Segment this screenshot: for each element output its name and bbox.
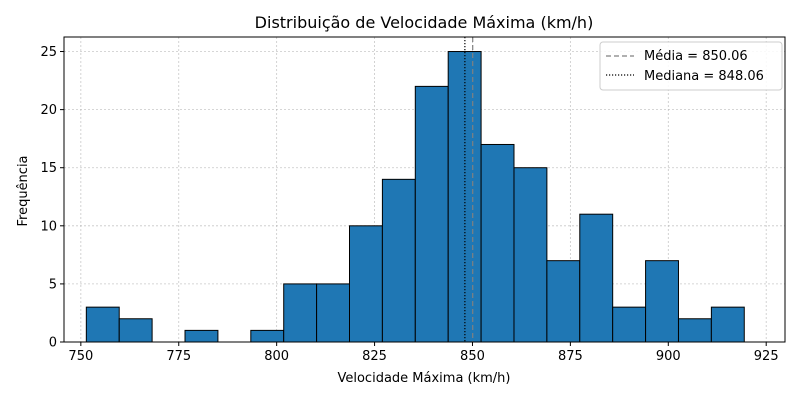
y-axis-label: Frequência [16, 155, 31, 226]
histogram-bar [250, 329, 285, 343]
y-tick-label: 25 [40, 45, 57, 60]
x-tick-label: 900 [656, 349, 681, 364]
plot-frame [63, 36, 786, 343]
histogram-bar [283, 283, 318, 343]
y-tick-label: 15 [40, 161, 57, 176]
legend-median-label: Mediana = 848.06 [644, 69, 764, 84]
histogram-bar [414, 85, 449, 343]
y-tick-label: 20 [40, 103, 57, 118]
histogram-bar [184, 329, 219, 343]
histogram-bar [612, 306, 647, 343]
y-axis-ticks: 0 5 10 15 20 25 [40, 45, 64, 351]
chart-title: Distribuição de Velocidade Máxima (km/h) [255, 13, 594, 32]
histogram-bar [480, 143, 515, 343]
y-tick-label: 10 [40, 219, 57, 234]
histogram-bar [513, 167, 548, 343]
histogram-bar [118, 318, 153, 343]
bars-group [85, 51, 745, 343]
x-tick-label: 825 [362, 349, 387, 364]
histogram-bar [85, 306, 120, 343]
x-axis-label: Velocidade Máxima (km/h) [337, 371, 510, 386]
x-tick-label: 775 [166, 349, 191, 364]
histogram-bar [677, 318, 712, 343]
x-tick-label: 800 [264, 349, 289, 364]
histogram-bar [710, 306, 745, 343]
y-tick-label: 0 [49, 336, 57, 351]
x-tick-label: 875 [558, 349, 583, 364]
x-tick-label: 850 [460, 349, 485, 364]
legend: Média = 850.06 Mediana = 848.06 [599, 41, 783, 91]
histogram-bar [645, 260, 679, 343]
x-tick-label: 925 [754, 349, 779, 364]
histogram-bar [381, 178, 416, 343]
x-tick-label: 750 [68, 349, 93, 364]
x-axis-ticks: 750 775 800 825 850 875 900 925 [68, 342, 779, 364]
y-tick-label: 5 [49, 277, 57, 292]
reference-lines [464, 37, 474, 342]
histogram-bar [579, 213, 614, 343]
histogram-bar [349, 225, 383, 343]
histogram-bar [316, 283, 351, 343]
histogram-bar [546, 260, 581, 343]
legend-box [599, 41, 783, 91]
legend-mean-label: Média = 850.06 [644, 49, 748, 64]
